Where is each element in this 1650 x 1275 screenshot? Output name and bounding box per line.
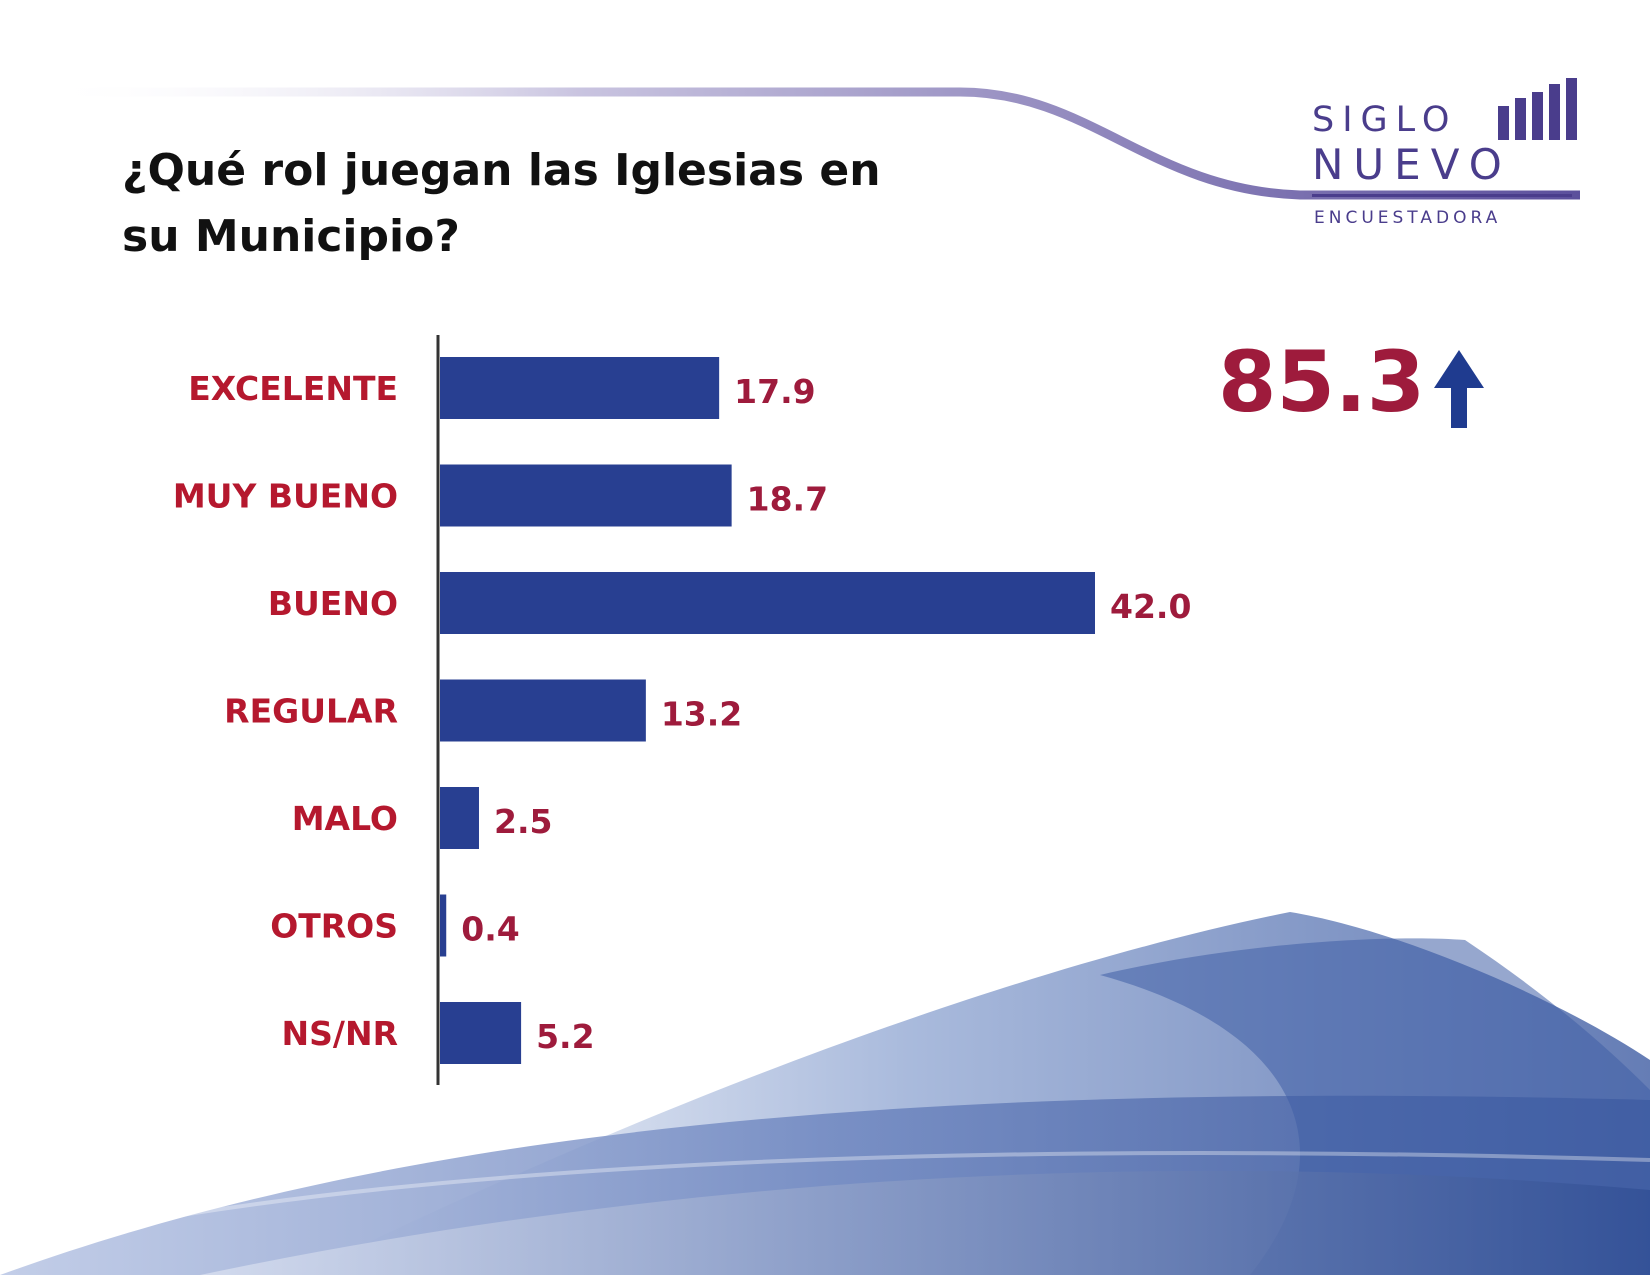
category-label: EXCELENTE [188, 369, 398, 408]
bar [440, 572, 1095, 634]
category-label: MUY BUENO [173, 477, 398, 516]
value-label: 2.5 [494, 802, 552, 841]
value-label: 5.2 [536, 1017, 594, 1056]
bar-chart-logo-icon [1498, 78, 1577, 140]
bar-group: EXCELENTE 17.9 MUY BUENO 18.7 BUENO 42.0 REGUL… [173, 357, 1191, 1064]
bar [440, 894, 447, 957]
logo-line1: SIGLO [1312, 100, 1458, 140]
value-label: 42.0 [1110, 587, 1191, 626]
category-label: NS/NR [282, 1014, 398, 1053]
bottom-wave-front [200, 1170, 1650, 1275]
value-label: 13.2 [661, 695, 742, 734]
bar [440, 679, 646, 742]
logo-line2: NUEVO [1312, 140, 1512, 189]
category-label: OTROS [270, 907, 398, 946]
bar [440, 1002, 522, 1064]
value-label: 18.7 [747, 480, 828, 519]
value-label: 0.4 [461, 910, 519, 949]
bar [440, 464, 732, 527]
value-label: 17.9 [734, 372, 815, 411]
header-swoosh [40, 87, 1580, 200]
logo-rule [1312, 194, 1572, 197]
up-arrow-icon [1434, 350, 1484, 428]
category-label: BUENO [268, 584, 398, 623]
summary-value: 85.3 [1218, 333, 1426, 431]
bar [440, 357, 720, 419]
siglo-nuevo-logo: SIGLO NUEVO ENCUESTADORA [1300, 78, 1600, 238]
logo-subtitle: ENCUESTADORA [1314, 208, 1502, 228]
page-title: ¿Qué rol juegan las Iglesias en su Munic… [122, 145, 881, 262]
category-label: MALO [292, 799, 398, 838]
bar [440, 787, 479, 849]
category-label: REGULAR [224, 692, 398, 731]
